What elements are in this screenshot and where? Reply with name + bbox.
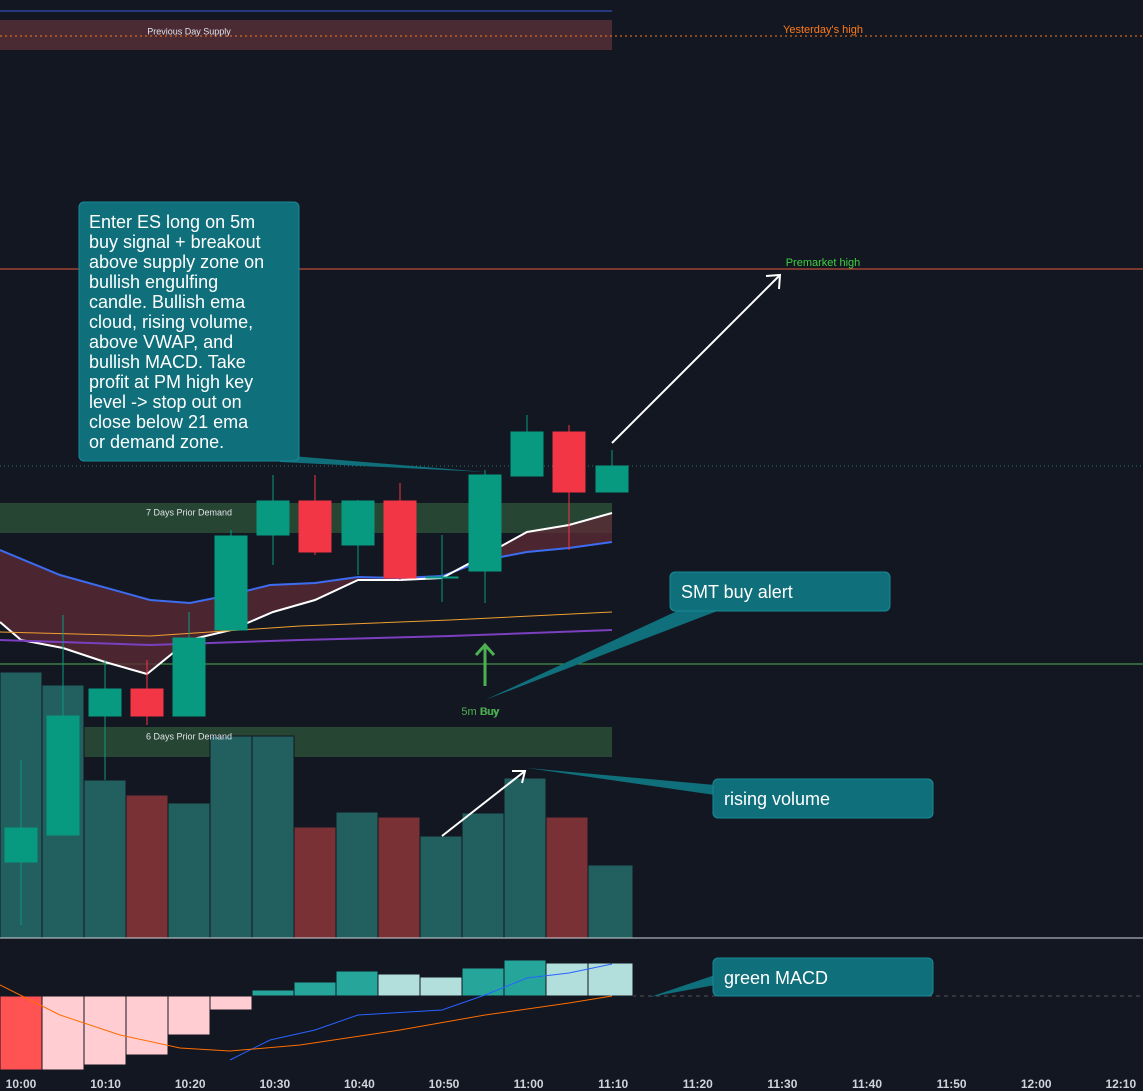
callout-line: or demand zone.: [89, 432, 224, 452]
callout-line: close below 21 ema: [89, 412, 249, 432]
time-label: 11:40: [852, 1077, 882, 1091]
time-label: 10:40: [344, 1077, 375, 1091]
level-label: Premarket high: [786, 257, 861, 269]
callout-line: above supply zone on: [89, 252, 264, 272]
time-label: 11:50: [937, 1077, 967, 1091]
callout-tail: [280, 455, 485, 472]
callout-line: level -> stop out on: [89, 392, 242, 412]
time-label: 11:30: [767, 1077, 797, 1091]
callout-line: bullish engulfing: [89, 272, 218, 292]
ema-line: [0, 541, 613, 605]
zone-label: 6 Days Prior Demand: [146, 731, 232, 741]
time-label: 10:30: [259, 1077, 290, 1091]
ema-line: [0, 512, 613, 676]
arrow: [611, 274, 781, 444]
callout: [669, 571, 891, 612]
macd-histogram: [0, 959, 634, 1071]
callout-text: SMT buy alert: [681, 582, 793, 602]
callout-text: green MACD: [724, 968, 828, 988]
callout: [712, 957, 934, 997]
time-label: 10:20: [175, 1077, 206, 1091]
time-label: 11:10: [598, 1077, 628, 1091]
buy-arrow: [474, 642, 496, 657]
callout-tail: [485, 605, 720, 700]
callout-line: buy signal + breakout: [89, 232, 261, 252]
time-label: 10:10: [90, 1077, 121, 1091]
macd-line: [229, 963, 613, 1061]
callout-line: Enter ES long on 5m: [89, 212, 255, 232]
callout-tail: [650, 975, 715, 997]
arrow: [441, 770, 526, 837]
time-label: 10:00: [6, 1077, 37, 1091]
ema-cloud: [0, 513, 612, 674]
supply-zone: [0, 20, 612, 50]
time-axis: 10:00 10:10 10:20 10:30 10:40 10:50 11:00 11:10…: [6, 1077, 1137, 1091]
signal-label: 5m Buy: [461, 706, 499, 718]
zone-label: 7 Days Prior Demand: [146, 507, 232, 517]
callout-text: rising volume: [724, 789, 830, 809]
time-label: 12:10: [1105, 1077, 1136, 1091]
signal-line: [0, 984, 613, 1052]
callout-line: cloud, rising volume,: [89, 312, 253, 332]
zone-label: Previous Day Supply: [147, 26, 231, 36]
level-label: Yesterday's high: [783, 24, 863, 36]
time-label: 10:50: [429, 1077, 460, 1091]
arrow: [765, 273, 782, 290]
time-label: 12:00: [1021, 1077, 1052, 1091]
callout-line: above VWAP, and: [89, 332, 233, 352]
callout-line: candle. Bullish ema: [89, 292, 246, 312]
callout: [78, 201, 300, 462]
callout-line: profit at PM high key: [89, 372, 253, 392]
callout-line: bullish MACD. Take: [89, 352, 246, 372]
signal-label: Buy: [481, 706, 500, 718]
time-label: 11:20: [683, 1077, 713, 1091]
arrow: [512, 770, 527, 784]
candles: [4, 415, 629, 925]
callout: [712, 778, 934, 819]
vwap-line: [0, 629, 613, 647]
demand-zone: [0, 727, 612, 757]
callout-tail: [527, 768, 715, 795]
time-label: 11:00: [514, 1077, 544, 1091]
vwap-line: [0, 611, 613, 637]
